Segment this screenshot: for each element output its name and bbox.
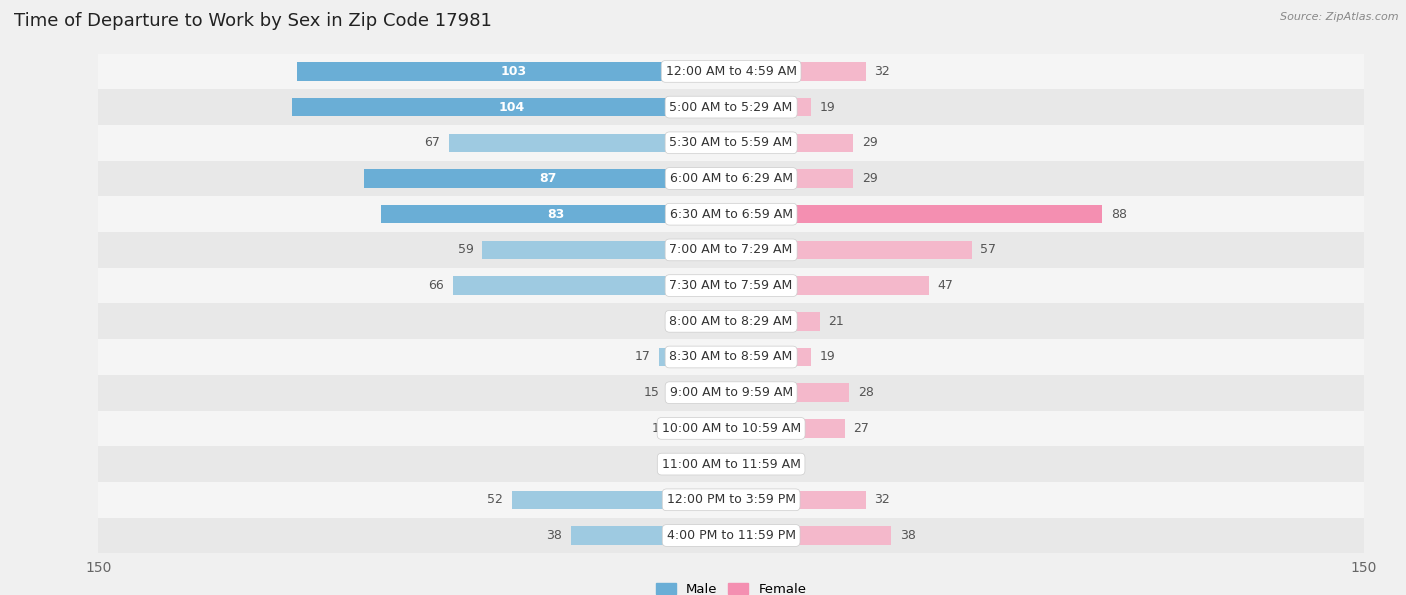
Bar <box>449 133 731 152</box>
Bar <box>731 526 891 545</box>
Bar <box>731 455 765 474</box>
Text: 19: 19 <box>820 101 835 114</box>
Bar <box>676 419 731 438</box>
Text: 12:00 PM to 3:59 PM: 12:00 PM to 3:59 PM <box>666 493 796 506</box>
Bar <box>702 312 731 331</box>
Bar <box>731 62 866 81</box>
Bar <box>98 89 1364 125</box>
Text: 104: 104 <box>499 101 524 114</box>
Bar <box>453 276 731 295</box>
Text: 6:00 AM to 6:29 AM: 6:00 AM to 6:29 AM <box>669 172 793 185</box>
Text: 67: 67 <box>425 136 440 149</box>
Bar <box>731 347 811 367</box>
Bar <box>659 347 731 367</box>
Text: 13: 13 <box>652 422 668 435</box>
Bar <box>731 490 866 509</box>
Bar <box>512 490 731 509</box>
Bar <box>731 419 845 438</box>
Bar <box>98 268 1364 303</box>
Text: 10:00 AM to 10:59 AM: 10:00 AM to 10:59 AM <box>662 422 800 435</box>
Text: 66: 66 <box>429 279 444 292</box>
Bar <box>98 446 1364 482</box>
Text: 47: 47 <box>938 279 953 292</box>
Bar <box>731 276 929 295</box>
Text: 21: 21 <box>828 315 844 328</box>
Legend: Male, Female: Male, Female <box>651 578 811 595</box>
Text: Time of Departure to Work by Sex in Zip Code 17981: Time of Departure to Work by Sex in Zip … <box>14 12 492 30</box>
Text: 15: 15 <box>644 386 659 399</box>
Text: 12:00 AM to 4:59 AM: 12:00 AM to 4:59 AM <box>665 65 797 78</box>
Bar <box>731 240 972 259</box>
Bar <box>98 339 1364 375</box>
Bar <box>98 303 1364 339</box>
Text: Source: ZipAtlas.com: Source: ZipAtlas.com <box>1281 12 1399 22</box>
Bar <box>668 383 731 402</box>
Bar <box>482 240 731 259</box>
Text: 28: 28 <box>858 386 873 399</box>
Bar <box>98 518 1364 553</box>
Text: 5:30 AM to 5:59 AM: 5:30 AM to 5:59 AM <box>669 136 793 149</box>
Text: 87: 87 <box>538 172 557 185</box>
Text: 5:00 AM to 5:29 AM: 5:00 AM to 5:29 AM <box>669 101 793 114</box>
Bar <box>731 98 811 117</box>
Text: 6:30 AM to 6:59 AM: 6:30 AM to 6:59 AM <box>669 208 793 221</box>
Bar <box>731 133 853 152</box>
Bar <box>98 161 1364 196</box>
Text: 4:00 PM to 11:59 PM: 4:00 PM to 11:59 PM <box>666 529 796 542</box>
Text: 8:30 AM to 8:59 AM: 8:30 AM to 8:59 AM <box>669 350 793 364</box>
Bar <box>297 62 731 81</box>
Bar <box>731 312 820 331</box>
Text: 7:30 AM to 7:59 AM: 7:30 AM to 7:59 AM <box>669 279 793 292</box>
Text: 3: 3 <box>702 458 710 471</box>
Text: 7:00 AM to 7:29 AM: 7:00 AM to 7:29 AM <box>669 243 793 256</box>
Text: 19: 19 <box>820 350 835 364</box>
Text: 38: 38 <box>900 529 915 542</box>
Text: 8: 8 <box>773 458 782 471</box>
Bar <box>98 411 1364 446</box>
Bar <box>98 54 1364 89</box>
Text: 8:00 AM to 8:29 AM: 8:00 AM to 8:29 AM <box>669 315 793 328</box>
Text: 52: 52 <box>488 493 503 506</box>
Bar <box>98 196 1364 232</box>
Bar <box>731 383 849 402</box>
Text: 59: 59 <box>458 243 474 256</box>
Text: 11:00 AM to 11:59 AM: 11:00 AM to 11:59 AM <box>662 458 800 471</box>
Text: 27: 27 <box>853 422 869 435</box>
Text: 7: 7 <box>685 315 693 328</box>
Text: 32: 32 <box>875 493 890 506</box>
Bar <box>98 125 1364 161</box>
Text: 88: 88 <box>1111 208 1126 221</box>
Text: 9:00 AM to 9:59 AM: 9:00 AM to 9:59 AM <box>669 386 793 399</box>
Bar <box>98 375 1364 411</box>
Bar <box>731 205 1102 224</box>
Text: 83: 83 <box>547 208 565 221</box>
Bar <box>731 169 853 188</box>
Text: 38: 38 <box>547 529 562 542</box>
Text: 29: 29 <box>862 172 877 185</box>
Text: 17: 17 <box>636 350 651 364</box>
Text: 57: 57 <box>980 243 995 256</box>
Text: 32: 32 <box>875 65 890 78</box>
Bar <box>718 455 731 474</box>
Bar <box>364 169 731 188</box>
Text: 103: 103 <box>501 65 527 78</box>
Bar <box>292 98 731 117</box>
Bar <box>98 232 1364 268</box>
Bar <box>571 526 731 545</box>
Bar <box>98 482 1364 518</box>
Bar <box>381 205 731 224</box>
Text: 29: 29 <box>862 136 877 149</box>
